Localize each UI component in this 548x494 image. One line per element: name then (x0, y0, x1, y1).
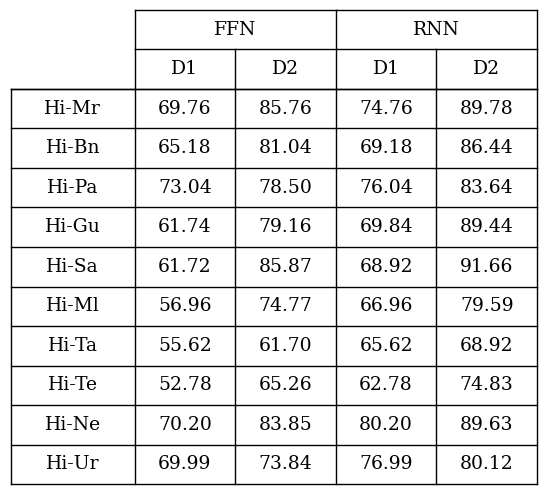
Text: 89.44: 89.44 (460, 218, 513, 236)
Text: 74.77: 74.77 (259, 297, 312, 315)
Text: 65.18: 65.18 (158, 139, 212, 157)
Text: D2: D2 (473, 60, 500, 78)
Text: 69.18: 69.18 (359, 139, 413, 157)
Text: 85.76: 85.76 (259, 100, 312, 118)
Text: Hi-Ur: Hi-Ur (46, 455, 100, 473)
Text: 69.99: 69.99 (158, 455, 212, 473)
Text: RNN: RNN (413, 21, 460, 39)
Text: Hi-Bn: Hi-Bn (45, 139, 100, 157)
Text: 61.72: 61.72 (158, 258, 212, 276)
Text: D1: D1 (373, 60, 399, 78)
Text: 56.96: 56.96 (158, 297, 212, 315)
Text: 80.12: 80.12 (460, 455, 513, 473)
Text: 61.74: 61.74 (158, 218, 212, 236)
Text: Hi-Sa: Hi-Sa (47, 258, 99, 276)
Text: 83.85: 83.85 (259, 416, 312, 434)
Text: D2: D2 (272, 60, 299, 78)
Text: 86.44: 86.44 (460, 139, 513, 157)
Text: 68.92: 68.92 (359, 258, 413, 276)
Text: 89.78: 89.78 (460, 100, 513, 118)
Text: 70.20: 70.20 (158, 416, 212, 434)
Text: Hi-Te: Hi-Te (48, 376, 98, 394)
Text: 81.04: 81.04 (259, 139, 312, 157)
Text: Hi-Ml: Hi-Ml (46, 297, 100, 315)
Text: Hi-Pa: Hi-Pa (47, 179, 99, 197)
Text: 76.04: 76.04 (359, 179, 413, 197)
Text: 89.63: 89.63 (460, 416, 513, 434)
Text: Hi-Ta: Hi-Ta (48, 337, 98, 355)
Text: 65.26: 65.26 (259, 376, 312, 394)
Text: 76.99: 76.99 (359, 455, 413, 473)
Text: 80.20: 80.20 (359, 416, 413, 434)
Text: 69.76: 69.76 (158, 100, 212, 118)
Text: 65.62: 65.62 (359, 337, 413, 355)
Text: Hi-Mr: Hi-Mr (44, 100, 101, 118)
Text: FFN: FFN (214, 21, 256, 39)
Text: 62.78: 62.78 (359, 376, 413, 394)
Text: 69.84: 69.84 (359, 218, 413, 236)
Text: 79.16: 79.16 (259, 218, 312, 236)
Text: 91.66: 91.66 (460, 258, 513, 276)
Text: Hi-Gu: Hi-Gu (45, 218, 101, 236)
Text: 79.59: 79.59 (460, 297, 513, 315)
Text: 66.96: 66.96 (359, 297, 413, 315)
Text: 73.84: 73.84 (259, 455, 312, 473)
Text: Hi-Ne: Hi-Ne (45, 416, 101, 434)
Text: 85.87: 85.87 (259, 258, 312, 276)
Text: 52.78: 52.78 (158, 376, 212, 394)
Text: 74.83: 74.83 (460, 376, 513, 394)
Text: 78.50: 78.50 (259, 179, 312, 197)
Text: 83.64: 83.64 (460, 179, 513, 197)
Text: 73.04: 73.04 (158, 179, 212, 197)
Text: 68.92: 68.92 (460, 337, 513, 355)
Text: D1: D1 (172, 60, 198, 78)
Text: 74.76: 74.76 (359, 100, 413, 118)
Text: 61.70: 61.70 (259, 337, 312, 355)
Text: 55.62: 55.62 (158, 337, 212, 355)
